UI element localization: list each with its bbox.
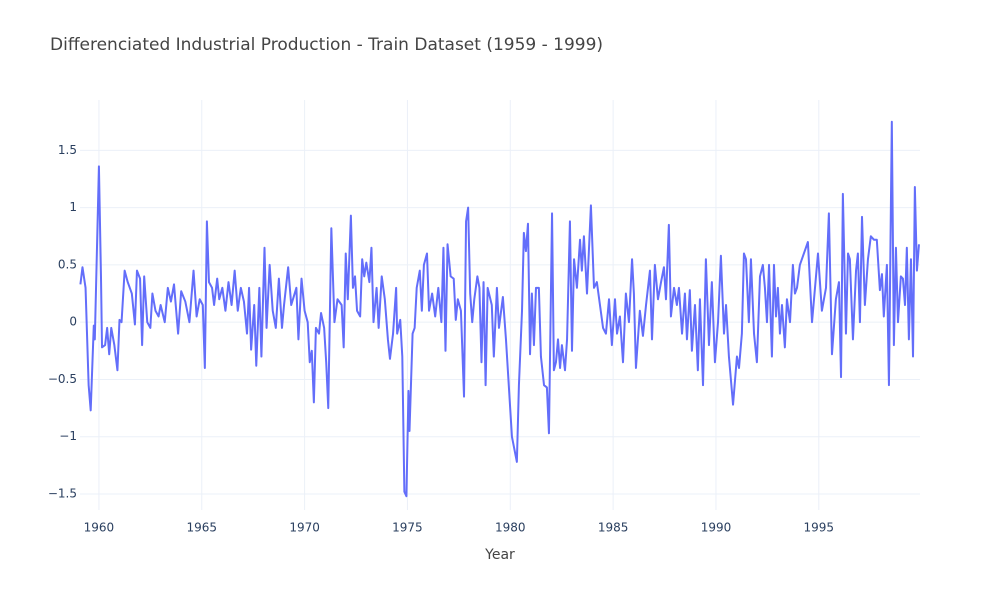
data-line: [79, 120, 920, 498]
chart-title: Differenciated Industrial Production - T…: [50, 35, 603, 55]
x-axis-title: Year: [484, 547, 515, 563]
y-tick-label: 0: [69, 315, 77, 329]
x-tick-label: 1965: [186, 521, 217, 535]
y-tick-label: 1: [69, 200, 77, 214]
y-tick-label: −0.5: [48, 372, 77, 386]
x-tick-label: 1960: [84, 521, 115, 535]
x-tick-label: 1975: [392, 521, 423, 535]
x-tick-label: 1995: [804, 521, 835, 535]
y-tick-label: −1: [59, 429, 77, 443]
y-tick-label: 1.5: [58, 143, 77, 157]
x-tick-label: 1985: [598, 521, 629, 535]
y-tick-label: −1.5: [48, 486, 77, 500]
x-tick-label: 1970: [289, 521, 320, 535]
y-tick-label: 0.5: [58, 257, 77, 271]
x-tick-label: 1980: [495, 521, 526, 535]
x-tick-label: 1990: [701, 521, 732, 535]
